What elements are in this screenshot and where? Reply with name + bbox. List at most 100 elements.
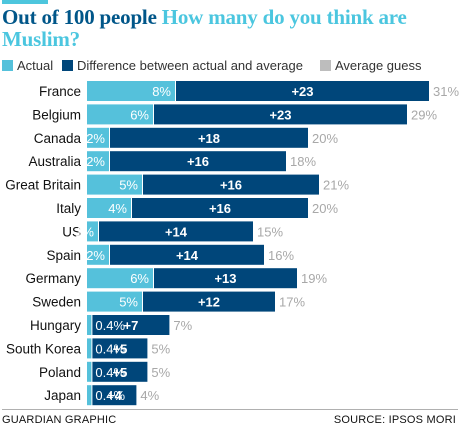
difference-value-label: +14 xyxy=(165,224,188,239)
difference-value-label: +23 xyxy=(291,84,313,99)
legend: Actual Difference between actual and ave… xyxy=(2,57,458,75)
bar-difference xyxy=(132,198,308,218)
chart-title: Out of 100 people How many do you think … xyxy=(2,6,454,50)
bar-difference xyxy=(92,315,170,335)
bar-difference xyxy=(110,244,264,265)
category-labels: France Belgium Canada Australia Great Britai… xyxy=(5,84,81,403)
guess-value-label: 4% xyxy=(140,388,159,403)
bar-actual xyxy=(87,127,109,148)
category-label: Hungary xyxy=(30,318,81,333)
footer-rule xyxy=(2,409,458,410)
guess-value-label: 21% xyxy=(323,178,349,193)
difference-value-label: +23 xyxy=(269,107,291,122)
credit-label: GUARDIAN GRAPHIC xyxy=(2,414,117,426)
bar-difference xyxy=(154,268,297,289)
guess-value-label: 5% xyxy=(151,341,170,356)
category-label: Japan xyxy=(44,388,81,403)
actual-value-label: 5% xyxy=(119,178,138,193)
bar-chart: France Belgium Canada Australia Great Britai… xyxy=(5,81,459,406)
bar-difference xyxy=(143,174,319,195)
bar-difference xyxy=(176,81,429,101)
actual-value-label: 8% xyxy=(152,84,171,99)
guess-value-label: 18% xyxy=(290,154,316,169)
category-label: Great Britain xyxy=(5,178,81,193)
category-label: South Korea xyxy=(6,341,82,356)
difference-value-label: +18 xyxy=(198,131,220,146)
bar-actual xyxy=(87,244,109,265)
legend-swatch-difference xyxy=(62,60,73,71)
category-label: Spain xyxy=(46,248,81,263)
category-label: Sweden xyxy=(32,295,81,310)
bar-difference xyxy=(110,127,308,148)
bar-difference xyxy=(110,151,286,172)
bar-actual xyxy=(87,198,131,218)
legend-swatch-actual xyxy=(2,60,13,71)
difference-value-label: +4 xyxy=(107,388,123,403)
bar-actual xyxy=(87,338,92,359)
difference-value-label: +16 xyxy=(187,154,209,169)
bar-actual xyxy=(87,315,92,335)
bar-difference xyxy=(143,291,275,312)
legend-label-difference: Difference between actual and average xyxy=(77,58,303,73)
guess-value-label: 16% xyxy=(268,248,294,263)
guess-value-label: 7% xyxy=(173,318,192,333)
actual-value-label: 6% xyxy=(130,271,149,286)
legend-label-guess: Average guess xyxy=(335,58,422,73)
guess-value-label: 20% xyxy=(312,131,338,146)
guess-value-label: 17% xyxy=(279,295,305,310)
actual-value-label: 0.4% xyxy=(95,365,125,380)
guess-value-label: 31% xyxy=(433,84,459,99)
bar-actual xyxy=(87,268,153,289)
title-part-one: Out of 100 people xyxy=(2,5,157,29)
bar-difference xyxy=(92,338,148,359)
guess-value-label: 15% xyxy=(257,224,283,239)
difference-value-label: +14 xyxy=(176,248,199,263)
category-label: Germany xyxy=(25,271,81,286)
legend-item-guess: Average guess xyxy=(320,57,422,75)
bars xyxy=(87,81,429,406)
actual-value-label: 6% xyxy=(130,107,149,122)
value-labels: 8% +23 31% 6% +23 29% 2% +18 20% 2% +16 18% 5% +16 21%… xyxy=(75,84,459,403)
bar-actual xyxy=(87,221,98,242)
category-label: Italy xyxy=(56,201,81,216)
guess-value-label: 19% xyxy=(301,271,327,286)
category-label: Canada xyxy=(34,131,82,146)
difference-value-label: +13 xyxy=(214,271,236,286)
category-label: Australia xyxy=(28,154,81,169)
legend-item-actual: Actual xyxy=(2,57,53,75)
actual-value-label: 2% xyxy=(86,131,105,146)
bar-actual xyxy=(87,151,109,172)
bar-difference xyxy=(92,361,148,382)
category-label: Belgium xyxy=(32,107,81,122)
difference-value-label: +5 xyxy=(112,365,127,380)
actual-value-label: 4% xyxy=(108,201,127,216)
actual-value-label: 0.4% xyxy=(95,318,125,333)
guess-value-label: 5% xyxy=(151,365,170,380)
actual-value-label: 0.4% xyxy=(95,388,125,403)
difference-value-label: +5 xyxy=(112,341,127,356)
bar-difference xyxy=(154,104,407,125)
category-label: Poland xyxy=(39,365,81,380)
difference-value-label: +7 xyxy=(123,318,138,333)
bar-actual xyxy=(87,174,142,195)
bar-difference xyxy=(92,385,137,406)
bar-actual xyxy=(87,361,92,382)
category-label: US xyxy=(62,224,81,239)
bar-actual xyxy=(87,385,92,406)
legend-item-difference: Difference between actual and average xyxy=(62,57,303,75)
legend-label-actual: Actual xyxy=(17,58,54,73)
bar-actual xyxy=(87,104,153,125)
title-accent-rule xyxy=(2,0,48,4)
guess-value-label: 20% xyxy=(312,201,338,216)
actual-value-label: 1% xyxy=(75,224,94,239)
bar-actual xyxy=(87,291,142,312)
actual-value-label: 5% xyxy=(119,295,138,310)
difference-value-label: +12 xyxy=(198,295,220,310)
difference-value-label: +16 xyxy=(209,201,231,216)
title-part-two: How many do you think are Muslim? xyxy=(2,5,407,51)
source-label: SOURCE: IPSOS MORI xyxy=(333,414,456,426)
actual-value-label: 2% xyxy=(86,248,105,263)
legend-swatch-guess xyxy=(320,60,331,71)
bar-difference xyxy=(99,221,253,242)
guess-value-label: 29% xyxy=(411,107,437,122)
